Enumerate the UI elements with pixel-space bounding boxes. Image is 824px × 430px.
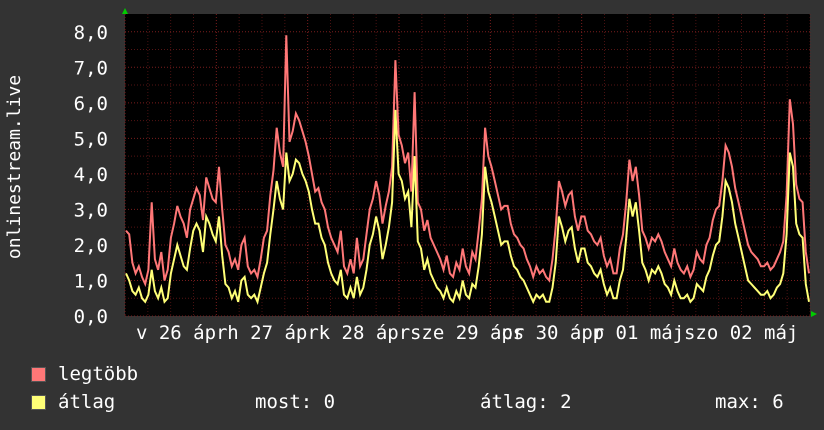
tick-labels: 0,0 1,0 2,0 3,0 4,0 5,0 6,0 7,0 8,0 v 26 ápr h 27 … <box>74 22 799 344</box>
x-tick-label: p 01 máj <box>593 322 685 344</box>
y-tick-label: 1,0 <box>74 270 108 292</box>
y-tick-label: 6,0 <box>74 93 108 115</box>
x-tick-label: szo 02 máj <box>684 322 798 344</box>
grid <box>124 14 811 317</box>
x-tick-label: k 28 ápr <box>319 322 411 344</box>
x-tick-label: v 26 ápr <box>136 322 228 344</box>
y-tick-label: 7,0 <box>74 57 108 79</box>
stat-max: max: 6 <box>715 391 784 413</box>
stat-avg: átlag: 2 <box>480 391 572 413</box>
y-tick-label: 3,0 <box>74 199 108 221</box>
y-tick-label: 5,0 <box>74 128 108 150</box>
y-tick-label: 0,0 <box>74 306 108 328</box>
legend-swatch-max <box>31 367 46 382</box>
y-tick-label: 4,0 <box>74 164 108 186</box>
x-tick-label: h 27 ápr <box>227 322 319 344</box>
y-tick-label: 2,0 <box>74 235 108 257</box>
x-tick-label: cs 30 ápr <box>501 322 604 344</box>
series-line-avg <box>125 109 810 305</box>
x-tick-label: sze 29 ápr <box>410 322 524 344</box>
chart-svg: 0,0 1,0 2,0 3,0 4,0 5,0 6,0 7,0 8,0 v 26 ápr h 27 … <box>4 8 817 344</box>
legend-label-max: legtöbb <box>58 363 139 385</box>
y-axis-arrow <box>122 8 128 14</box>
stat-now: most: 0 <box>255 391 336 413</box>
legend-swatch-avg <box>31 395 46 410</box>
series-line-max <box>125 35 810 288</box>
x-axis-arrow <box>811 311 817 317</box>
y-axis-label: onlinestream.live <box>4 75 25 259</box>
y-tick-label: 8,0 <box>74 22 108 44</box>
series-lines <box>125 35 810 305</box>
legend-label-avg: átlag <box>58 391 116 413</box>
